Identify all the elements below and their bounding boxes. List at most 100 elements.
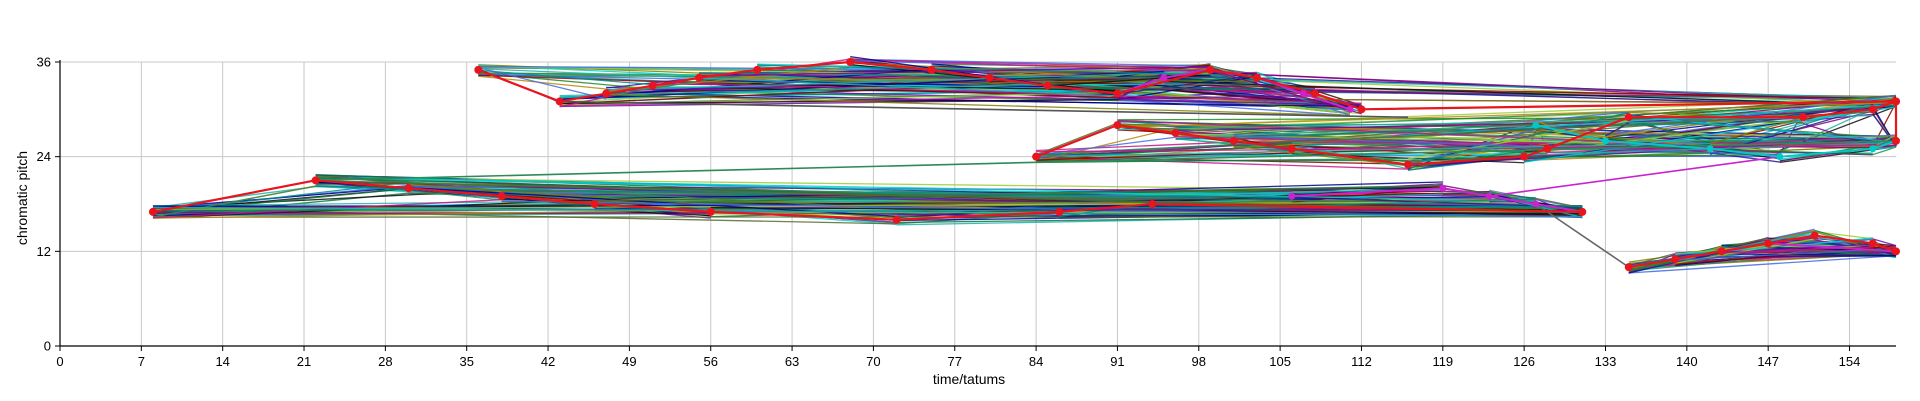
mesh-segment xyxy=(1036,156,1408,170)
mesh-segment xyxy=(989,76,1164,81)
note-point xyxy=(1055,207,1064,216)
mesh-segment xyxy=(559,83,1048,97)
x-tick-label: 147 xyxy=(1757,354,1779,369)
note-point xyxy=(1624,263,1633,272)
note-point xyxy=(1287,144,1296,153)
mesh-segment xyxy=(1779,145,1873,152)
note-point xyxy=(1868,239,1877,248)
note-point xyxy=(695,73,704,82)
note-point xyxy=(1543,144,1552,153)
mesh-segment xyxy=(1117,95,1315,100)
mesh-segment xyxy=(1047,84,1316,95)
note-point xyxy=(148,207,157,216)
note-point xyxy=(1520,152,1529,161)
mesh-segment xyxy=(315,176,1443,192)
note-point xyxy=(404,184,413,193)
mesh-segment xyxy=(315,177,1536,202)
note-point xyxy=(1706,145,1714,153)
mesh-segment xyxy=(1036,111,1873,156)
x-tick-label: 28 xyxy=(378,354,392,369)
x-tick-label: 63 xyxy=(785,354,799,369)
mesh-segment xyxy=(757,64,1211,76)
note-point xyxy=(1403,160,1412,169)
x-tick-label: 56 xyxy=(703,354,717,369)
note-point xyxy=(1288,192,1296,200)
note-point xyxy=(311,176,320,185)
note-point xyxy=(602,89,611,98)
note-point xyxy=(1113,121,1122,130)
x-tick-label: 0 xyxy=(56,354,63,369)
mesh-segment xyxy=(699,72,1164,79)
x-tick-label: 133 xyxy=(1595,354,1617,369)
bridge-segment xyxy=(1489,155,1780,197)
note-point xyxy=(1799,113,1808,122)
note-point xyxy=(1032,152,1041,161)
note-point xyxy=(1252,73,1261,82)
x-tick-label: 98 xyxy=(1192,354,1206,369)
note-point xyxy=(1229,136,1238,145)
mesh-segment xyxy=(478,69,653,86)
mesh-segment xyxy=(1675,248,1873,261)
mesh-segment xyxy=(1117,74,1257,95)
note-point xyxy=(1171,129,1180,137)
note-point xyxy=(892,215,901,224)
mesh-segment xyxy=(1872,238,1897,247)
note-point xyxy=(1485,192,1493,200)
note-point xyxy=(497,192,506,201)
mesh-segment xyxy=(1036,142,1711,157)
main-melody-path xyxy=(152,179,1583,221)
mesh-segment xyxy=(1872,146,1897,150)
mesh-segment xyxy=(1256,73,1897,103)
mesh-segment xyxy=(1117,119,1606,142)
mesh-segment xyxy=(478,67,607,100)
mesh-segment xyxy=(1047,81,1897,100)
mesh-segment xyxy=(1117,102,1897,128)
mesh-segment xyxy=(606,71,758,96)
mesh-segment xyxy=(1628,241,1769,267)
note-point xyxy=(1776,153,1784,161)
note-point xyxy=(1357,105,1366,114)
bridge-segment xyxy=(1535,203,1630,268)
x-tick-label: 77 xyxy=(948,354,962,369)
x-tick-label: 84 xyxy=(1029,354,1043,369)
mesh-segment xyxy=(1721,253,1897,257)
mesh-segment xyxy=(152,185,316,218)
mesh-segment xyxy=(850,58,1257,74)
y-tick-label: 12 xyxy=(37,244,51,259)
x-tick-label: 14 xyxy=(215,354,229,369)
mesh-segment xyxy=(1233,135,1780,156)
note-point xyxy=(706,207,715,216)
mesh-segment xyxy=(1605,102,1897,139)
mesh-segment xyxy=(606,71,1211,91)
mesh-segment xyxy=(315,185,409,191)
mesh-segment xyxy=(710,211,1583,214)
y-tick-label: 0 xyxy=(44,339,51,354)
note-point xyxy=(1892,136,1900,145)
bridge-segment xyxy=(559,100,1408,119)
note-points xyxy=(148,58,1900,272)
x-tick-label: 91 xyxy=(1110,354,1124,369)
note-point xyxy=(590,200,599,208)
note-point xyxy=(1043,81,1052,90)
note-point xyxy=(1717,247,1726,256)
x-tick-label: 70 xyxy=(866,354,880,369)
note-point xyxy=(1206,65,1215,74)
note-point xyxy=(1310,89,1319,98)
mesh-segment xyxy=(1047,82,1118,89)
bridge-segment xyxy=(315,140,1897,182)
mesh-segment xyxy=(1117,98,1362,107)
x-tick-label: 154 xyxy=(1839,354,1861,369)
note-point xyxy=(1601,137,1609,145)
note-point xyxy=(1868,105,1877,114)
mesh-segment xyxy=(606,93,1350,117)
note-point xyxy=(1624,113,1633,122)
note-point xyxy=(1892,247,1900,256)
x-tick-label: 119 xyxy=(1432,354,1453,369)
note-point xyxy=(1892,97,1900,106)
note-point xyxy=(1532,121,1540,129)
x-tick-label: 42 xyxy=(541,354,555,369)
x-tick-label: 105 xyxy=(1269,354,1291,369)
x-tick-label: 35 xyxy=(459,354,473,369)
note-point xyxy=(1113,89,1122,98)
